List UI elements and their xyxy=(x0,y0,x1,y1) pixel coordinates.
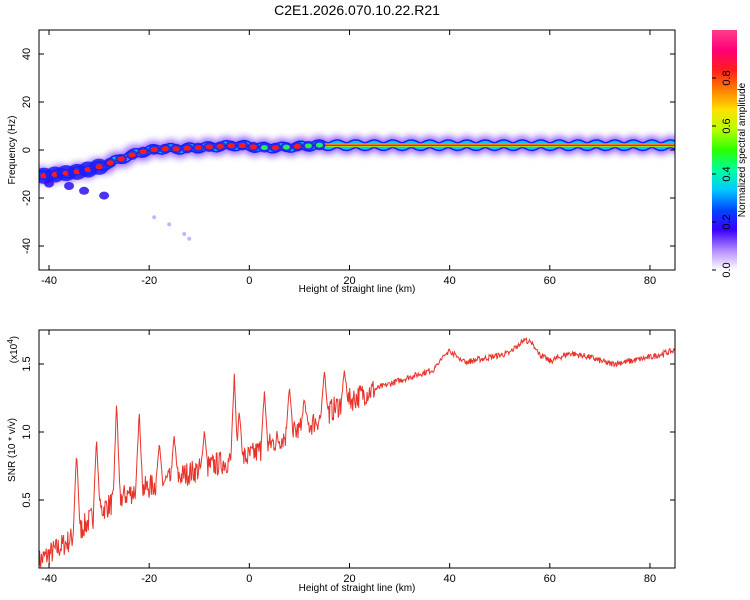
spectrogram-blob xyxy=(79,186,90,195)
snr-x-label: Height of straight line (km) xyxy=(299,583,416,594)
spectrogram-x-tick-label: 60 xyxy=(544,275,556,287)
spectrogram-blob-core xyxy=(150,147,158,153)
snr-y-tick-label: 1.5 xyxy=(21,356,33,371)
spectrogram-blob-core xyxy=(95,164,103,170)
spectrogram-y-label: Frequency (Hz) xyxy=(7,116,18,185)
snr-y-tick-label: 1.0 xyxy=(21,424,33,439)
spectrogram-x-tick-label: 40 xyxy=(444,275,456,287)
spectrogram-y-tick-label: -40 xyxy=(21,238,33,254)
colorbar-gradient xyxy=(712,30,737,270)
spectrogram-blob-core xyxy=(260,145,268,151)
spectrogram-blob-core xyxy=(128,152,136,158)
snr-x-tick-label: 60 xyxy=(544,573,556,585)
spectrogram-blob-core xyxy=(216,143,224,149)
colorbar: 0.0 0.2 0.4 0.6 0.8 Normalized spectral ampl… xyxy=(712,30,748,278)
snr-x-tick-label: -40 xyxy=(41,573,57,585)
spectrogram-blob-core xyxy=(293,144,301,150)
spectrogram-x-tick-label: 80 xyxy=(644,275,656,287)
chart-title: C2E1.2026.070.10.22.R21 xyxy=(274,2,440,18)
snr-x-tick-label: 0 xyxy=(246,573,252,585)
spectrogram-blob-core xyxy=(304,143,312,149)
snr-plot-area xyxy=(39,330,675,568)
spectrogram-x-tick-label: -20 xyxy=(141,275,157,287)
spectrogram-x-tick-label: 20 xyxy=(343,275,355,287)
colorbar-tick-label: 0.8 xyxy=(721,70,733,85)
snr-x-tick-label: 20 xyxy=(343,573,355,585)
snr-x-tick-label: -20 xyxy=(141,573,157,585)
spectrogram-blob xyxy=(64,182,75,190)
spectrogram-blob xyxy=(44,179,55,188)
snr-series-line xyxy=(39,337,675,568)
snr-x-tick-label: 40 xyxy=(444,573,456,585)
spectrogram-y-tick-label: 40 xyxy=(21,48,33,60)
spectrogram-speckle xyxy=(152,215,157,220)
colorbar-ticks: 0.0 0.2 0.4 0.6 0.8 xyxy=(712,70,733,278)
snr-y-label: SNR (10 * v/v) xyxy=(7,418,18,482)
colorbar-tick-label: 0.4 xyxy=(721,166,733,181)
spectrogram-x-axis: -40 -20 0 20 40 60 80 xyxy=(41,30,656,287)
spectrogram-blob-core xyxy=(161,146,169,152)
spectrogram-blob-core xyxy=(172,146,180,152)
snr-panel: -40 -20 0 20 40 60 80 0.5 1.0 1.5 Height of stra… xyxy=(6,329,676,594)
spectrogram-blob-core xyxy=(315,142,323,148)
spectrogram-y-tick-label: -20 xyxy=(21,190,33,206)
spectrogram-blob-core xyxy=(139,149,147,155)
spectrogram-blob xyxy=(99,191,110,200)
spectrogram-blob-core xyxy=(117,156,125,162)
colorbar-tick-label: 0.6 xyxy=(721,118,733,133)
colorbar-tick-label: 0.2 xyxy=(721,214,733,229)
spectrogram-blob-core xyxy=(183,145,191,151)
spectrogram-blob-core xyxy=(194,145,202,151)
snr-multiplier-label: (x104) xyxy=(6,336,20,363)
spectrogram-blob-core xyxy=(271,145,279,151)
spectrogram-x-tick-label: -40 xyxy=(41,275,57,287)
spectrogram-blob-core xyxy=(249,144,257,150)
snr-y-tick-label: 0.5 xyxy=(21,492,33,507)
spectrogram-y-tick-label: 0 xyxy=(21,147,33,153)
spectrogram-y-axis: -40 -20 0 20 40 xyxy=(21,48,675,254)
spectrogram-marks xyxy=(39,132,675,241)
spectrogram-blob-core xyxy=(282,144,290,150)
spectrogram-speckle xyxy=(167,222,172,227)
snr-y-axis: 0.5 1.0 1.5 xyxy=(21,356,675,508)
colorbar-tick-label: 0.0 xyxy=(721,262,733,277)
colorbar-label: Normalized spectral amplitude xyxy=(737,82,748,217)
spectrogram-blob-core xyxy=(238,143,246,149)
snr-x-tick-label: 80 xyxy=(644,573,656,585)
spectrogram-x-tick-label: 0 xyxy=(246,275,252,287)
spectrogram-blob-core xyxy=(106,160,114,166)
spectrogram-blob-core xyxy=(205,144,213,150)
spectrogram-speckle xyxy=(182,232,187,236)
spectrogram-y-tick-label: 20 xyxy=(21,96,33,108)
snr-x-axis: -40 -20 0 20 40 60 80 xyxy=(41,330,656,585)
snr-frame xyxy=(38,329,676,569)
spectrogram-blob-core xyxy=(227,143,235,149)
spectrogram-x-label: Height of straight line (km) xyxy=(299,284,416,295)
spectrogram-speckle xyxy=(187,236,192,241)
spectrogram-panel: -40 -20 0 20 40 60 80 -40 -20 0 20 40 Height of st… xyxy=(7,29,676,295)
